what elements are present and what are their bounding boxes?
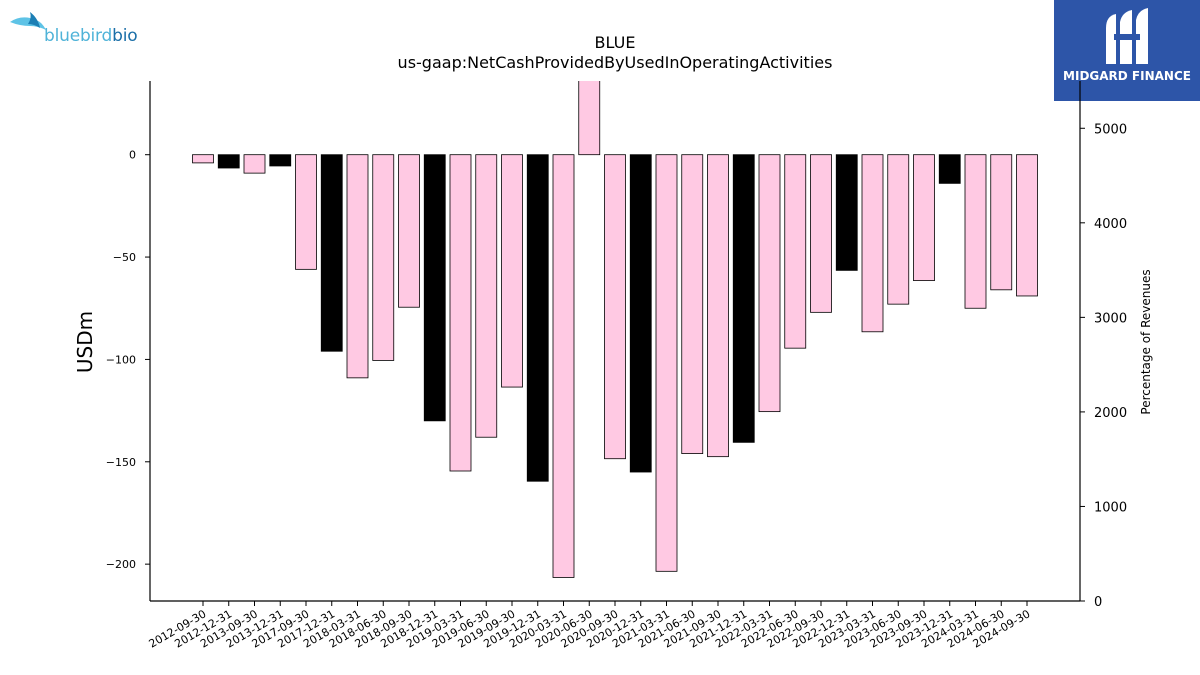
chart-subtitle: us-gaap:NetCashProvidedByUsedInOperating… bbox=[398, 53, 833, 72]
bar-2012-12-31 bbox=[217, 154, 240, 169]
bar-2019-09-30 bbox=[501, 154, 523, 388]
bar-2024-09-30 bbox=[1016, 154, 1038, 297]
bar-2021-03-31 bbox=[655, 154, 678, 572]
y2-tick-label: 1000 bbox=[1094, 500, 1127, 515]
bars-group bbox=[192, 81, 1038, 578]
y2-tick-label: 5000 bbox=[1094, 122, 1127, 137]
bar-2018-12-31 bbox=[423, 154, 446, 422]
logo-left-text: bluebirdbio bbox=[44, 26, 138, 46]
y-tick-label: −50 bbox=[113, 251, 136, 264]
y-axis-label: USDm bbox=[73, 311, 97, 373]
bar-2024-06-30 bbox=[990, 154, 1013, 291]
bar-2013-09-30 bbox=[243, 154, 266, 174]
bar-2019-03-31 bbox=[449, 154, 472, 472]
bar-2021-12-31 bbox=[732, 154, 755, 443]
y-tick-label: −100 bbox=[106, 353, 136, 366]
axes-group: 0−50−100−150−200010002000300040005000201… bbox=[106, 81, 1127, 651]
y2-axis-label: Percentage of Revenues bbox=[1139, 269, 1153, 414]
bar-2017-09-30 bbox=[295, 154, 317, 270]
bar-2024-03-31 bbox=[964, 154, 987, 309]
bar-2019-06-30 bbox=[475, 154, 498, 438]
bar-2021-06-30 bbox=[681, 154, 704, 454]
y-tick-label: −200 bbox=[106, 558, 136, 571]
bar-2023-12-31 bbox=[938, 154, 961, 184]
bird-icon bbox=[10, 12, 46, 30]
y-tick-label: −150 bbox=[106, 456, 136, 469]
logo-right-text: MIDGARD FINANCE bbox=[1063, 69, 1191, 83]
bar-2022-09-30 bbox=[810, 154, 832, 313]
midgard-finance-logo: MIDGARD FINANCE bbox=[1054, 0, 1200, 101]
y2-tick-label: 3000 bbox=[1094, 311, 1127, 326]
bar-2022-06-30 bbox=[784, 154, 807, 349]
y-tick-label: 0 bbox=[129, 149, 136, 162]
bar-2023-09-30 bbox=[913, 154, 935, 282]
bar-2020-12-31 bbox=[629, 154, 652, 473]
bar-2017-12-31 bbox=[320, 154, 343, 352]
bar-2020-06-30 bbox=[578, 81, 601, 156]
y2-tick-label: 2000 bbox=[1094, 406, 1127, 421]
bar-2020-09-30 bbox=[604, 154, 626, 460]
chart-title: BLUE bbox=[595, 33, 636, 52]
bar-2018-06-30 bbox=[372, 154, 395, 361]
bar-2018-09-30 bbox=[398, 154, 420, 308]
bar-2013-12-31 bbox=[269, 154, 292, 167]
bar-2020-03-31 bbox=[552, 154, 575, 578]
bar-2018-03-31 bbox=[346, 154, 369, 379]
bar-2023-03-31 bbox=[861, 154, 884, 333]
midgard-mark-icon bbox=[1106, 8, 1148, 64]
bar-2021-09-30 bbox=[707, 154, 729, 458]
bluebird-bio-logo: bluebirdbio bbox=[8, 8, 158, 52]
bar-2012-09-30 bbox=[192, 154, 214, 164]
y2-tick-label: 0 bbox=[1094, 595, 1102, 610]
bar-2023-06-30 bbox=[887, 154, 910, 305]
bar-2022-12-31 bbox=[835, 154, 858, 271]
bar-2022-03-31 bbox=[758, 154, 781, 413]
y2-tick-label: 4000 bbox=[1094, 217, 1127, 232]
bar-2019-12-31 bbox=[526, 154, 549, 482]
